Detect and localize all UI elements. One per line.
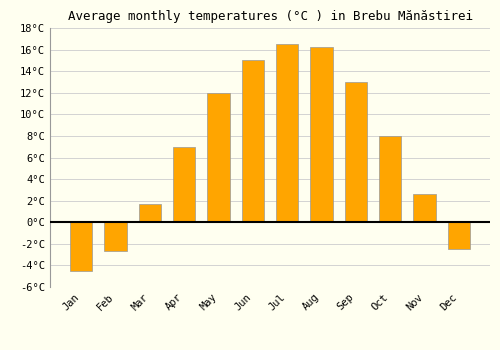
- Bar: [138, 204, 161, 222]
- Bar: [104, 222, 126, 251]
- Bar: [379, 136, 402, 222]
- Bar: [173, 147, 196, 222]
- Bar: [208, 93, 230, 222]
- Bar: [276, 44, 298, 222]
- Bar: [414, 194, 436, 222]
- Title: Average monthly temperatures (°C ) in Brebu Mănăstirei: Average monthly temperatures (°C ) in Br…: [68, 10, 472, 23]
- Bar: [70, 222, 92, 271]
- Bar: [242, 60, 264, 222]
- Bar: [344, 82, 367, 222]
- Bar: [310, 48, 332, 222]
- Bar: [448, 222, 470, 249]
